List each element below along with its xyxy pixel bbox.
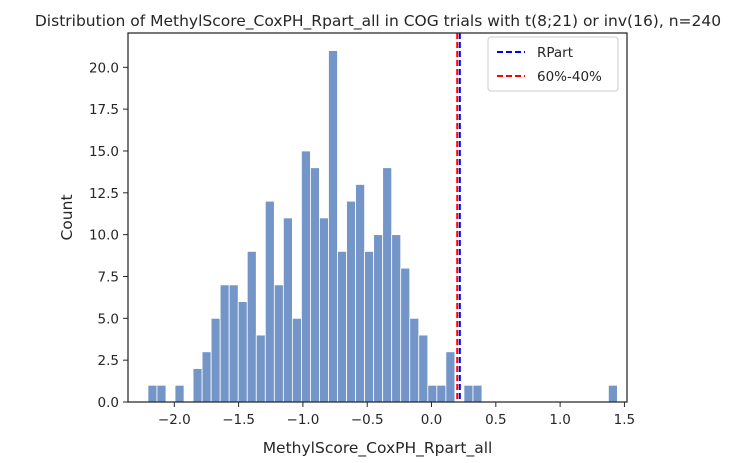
chart-title: Distribution of MethylScore_CoxPH_Rpart_… bbox=[35, 12, 721, 31]
x-tick-label: 1.0 bbox=[549, 412, 570, 428]
histogram-bar bbox=[192, 368, 203, 403]
y-tick-label: 20.0 bbox=[89, 60, 119, 76]
y-axis-ticks: 0.0 2.5 5.0 7.5 10.0 12.5 15.0 17.5 20.0 bbox=[89, 60, 128, 411]
histogram-bar bbox=[409, 317, 420, 403]
legend-label-rpart: RPart bbox=[537, 45, 573, 61]
histogram-bar bbox=[364, 250, 375, 403]
reference-lines bbox=[456, 33, 461, 402]
x-axis-ticks: −2.0 −1.5 −1.0 −0.5 0.0 0.5 1.0 1.5 bbox=[158, 402, 635, 428]
y-tick-label: 2.5 bbox=[98, 353, 119, 369]
y-tick-label: 12.5 bbox=[89, 186, 119, 202]
plot-frame bbox=[127, 32, 628, 403]
y-axis-title: Count bbox=[58, 194, 76, 240]
y-tick-label: 0.0 bbox=[98, 395, 119, 411]
x-tick-label: −1.5 bbox=[222, 412, 255, 428]
histogram-bar bbox=[328, 50, 338, 403]
x-axis-title: MethylScore_CoxPH_Rpart_all bbox=[263, 439, 493, 458]
histogram-bar bbox=[291, 317, 302, 403]
y-tick-label: 7.5 bbox=[98, 269, 119, 285]
histogram-bar bbox=[418, 334, 429, 403]
x-tick-label: −2.0 bbox=[158, 412, 191, 428]
histogram-bar bbox=[219, 284, 230, 403]
histogram-bar bbox=[174, 384, 185, 403]
histogram-bar bbox=[382, 167, 393, 403]
y-tick-label: 17.5 bbox=[89, 102, 119, 118]
histogram-bar bbox=[273, 284, 284, 403]
histogram-bar bbox=[156, 384, 167, 403]
x-tick-label: 0.5 bbox=[485, 412, 506, 428]
histogram-bar bbox=[463, 384, 474, 403]
x-tick-label: 1.5 bbox=[614, 412, 635, 428]
histogram-bar bbox=[210, 317, 221, 403]
histogram-bar bbox=[246, 250, 257, 403]
histogram-bar bbox=[436, 384, 447, 403]
histogram-bar bbox=[228, 284, 239, 403]
histogram-bar bbox=[337, 250, 347, 403]
histogram-bar bbox=[427, 384, 438, 403]
histogram-bar bbox=[472, 384, 483, 403]
histogram-bar bbox=[255, 334, 266, 403]
histogram-bar bbox=[310, 167, 320, 403]
legend: RPart 60%-40% bbox=[487, 36, 619, 92]
histogram-bar bbox=[301, 150, 311, 403]
y-tick-label: 5.0 bbox=[98, 311, 119, 327]
bars-group bbox=[147, 50, 618, 403]
y-tick-label: 10.0 bbox=[89, 228, 119, 244]
histogram-bar bbox=[201, 351, 212, 403]
histogram-bar bbox=[282, 217, 293, 403]
histogram-bar bbox=[264, 200, 275, 403]
histogram-bar bbox=[355, 184, 366, 403]
histogram-bar bbox=[346, 200, 356, 403]
x-tick-label: −0.5 bbox=[351, 412, 384, 428]
histogram-bar bbox=[319, 217, 329, 403]
y-tick-label: 15.0 bbox=[89, 144, 119, 160]
histogram-bar bbox=[237, 301, 248, 403]
legend-box bbox=[487, 36, 619, 92]
histogram-bar bbox=[147, 384, 158, 403]
histogram-bar bbox=[400, 267, 411, 403]
histogram-bar bbox=[445, 351, 456, 403]
x-tick-label: 0.0 bbox=[421, 412, 442, 428]
x-tick-label: −1.0 bbox=[287, 412, 320, 428]
histogram-bar bbox=[373, 234, 384, 403]
histogram-bar bbox=[391, 234, 402, 403]
legend-label-60-40: 60%-40% bbox=[537, 69, 602, 85]
histogram-bar bbox=[607, 384, 618, 403]
